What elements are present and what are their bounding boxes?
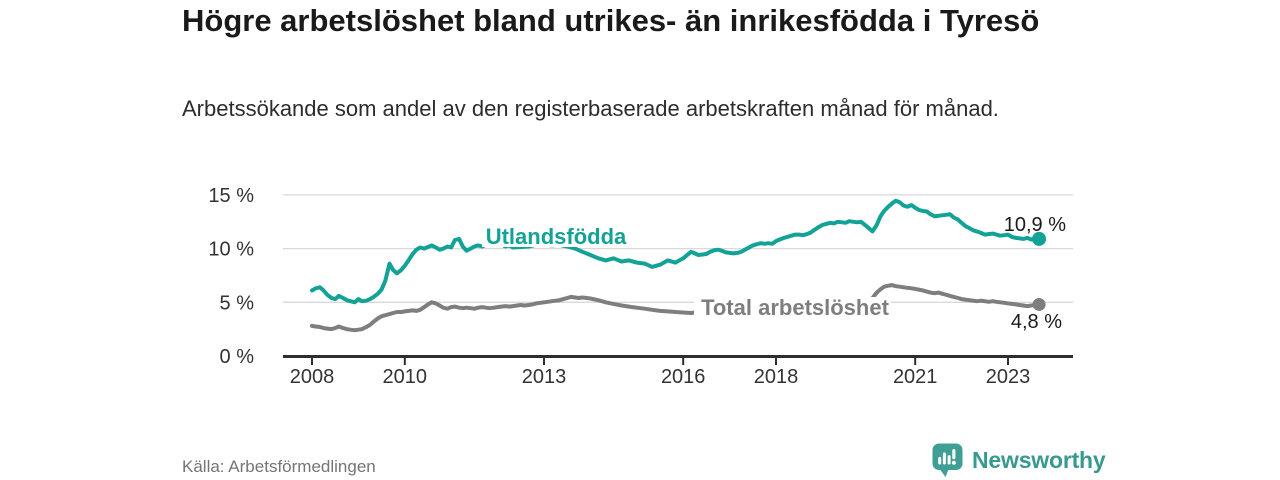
series-label-utlandsfodda: Utlandsfödda	[486, 224, 627, 249]
y-tick-label-5pct: 5 %	[220, 292, 255, 314]
x-tick-label-2023: 2023	[986, 366, 1031, 388]
x-tick-label-2010: 2010	[383, 366, 428, 388]
x-tick-label-2016: 2016	[661, 366, 706, 388]
x-tick-label-2021: 2021	[893, 366, 938, 388]
end-value-label-total: 4,8 %	[1011, 311, 1062, 333]
x-tick-label-2008: 2008	[290, 366, 335, 388]
x-tick-label-2013: 2013	[522, 366, 567, 388]
series-label-mask-utlandsfodda	[482, 222, 630, 247]
total-unemployment-line	[310, 283, 1042, 333]
foreign-born-line	[310, 198, 1042, 305]
newsworthy-logo: Newsworthy	[932, 443, 1106, 478]
end-value-label-utlandsfodda: 10,9 %	[1004, 214, 1066, 236]
y-tick-label-15pct: 15 %	[208, 185, 254, 207]
y-tick-label-0pct: 0 %	[220, 346, 255, 368]
end-dot-total	[1032, 297, 1046, 311]
bar-chart-speech-bubble-icon	[932, 443, 963, 477]
newsworthy-wordmark: Newsworthy	[972, 447, 1106, 473]
source-note: Källa: Arbetsförmedlingen	[182, 457, 376, 476]
series-label-total: Total arbetslöshet	[701, 295, 890, 320]
page-subtitle: Arbetssökande som andel av den registerb…	[182, 96, 999, 121]
y-tick-label-10pct: 10 %	[208, 239, 254, 261]
page-title: Högre arbetslöshet bland utrikes- än inr…	[182, 3, 1040, 38]
series-label-mask-total	[694, 297, 880, 320]
end-dot-utlandsfodda	[1032, 231, 1047, 246]
x-tick-label-2018: 2018	[754, 366, 799, 388]
